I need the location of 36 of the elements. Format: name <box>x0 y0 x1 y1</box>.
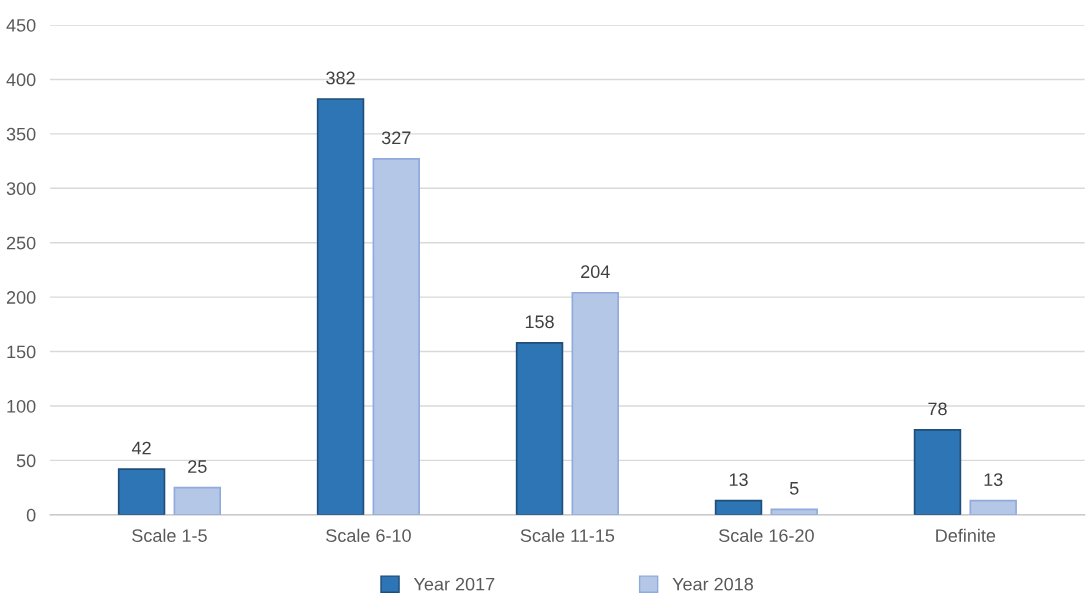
data-label: 42 <box>131 441 151 455</box>
y-tick-label: 400 <box>6 73 36 87</box>
x-tick-label: Scale 1-5 <box>132 528 207 542</box>
bar <box>571 291 619 515</box>
data-label: 204 <box>581 265 610 279</box>
y-tick-label: 250 <box>6 236 36 250</box>
y-tick-label: 50 <box>16 454 36 468</box>
y-tick-label: 0 <box>26 508 36 522</box>
y-tick-label: 300 <box>6 182 36 196</box>
y-tick-label: 100 <box>7 399 36 413</box>
bar <box>372 158 420 515</box>
data-label: 78 <box>928 402 947 416</box>
data-label: 158 <box>525 315 554 329</box>
x-tick-label: Scale 11-15 <box>520 528 615 542</box>
data-label: 327 <box>381 131 411 145</box>
bar <box>515 342 564 515</box>
y-tick-label: 150 <box>7 345 36 359</box>
data-label: 382 <box>326 71 355 85</box>
legend-label: Year 2018 <box>672 577 753 591</box>
y-tick-label: 200 <box>6 291 36 304</box>
bar <box>173 486 222 515</box>
y-tick-label: 450 <box>6 18 36 32</box>
bar <box>969 499 1017 515</box>
bar <box>117 468 166 515</box>
x-tick-label: Definite <box>936 528 996 542</box>
data-label: 5 <box>789 482 799 495</box>
data-label: 25 <box>188 460 207 473</box>
bar <box>913 429 962 515</box>
data-label: 13 <box>729 473 748 487</box>
bar <box>714 499 763 515</box>
x-tick-label: Scale 16-20 <box>719 528 814 542</box>
data-label: 13 <box>984 473 1003 487</box>
y-tick-label: 350 <box>6 127 36 141</box>
bar <box>316 98 365 515</box>
x-tick-label: Scale 6-10 <box>326 528 411 542</box>
legend-label: Year 2017 <box>413 577 495 591</box>
